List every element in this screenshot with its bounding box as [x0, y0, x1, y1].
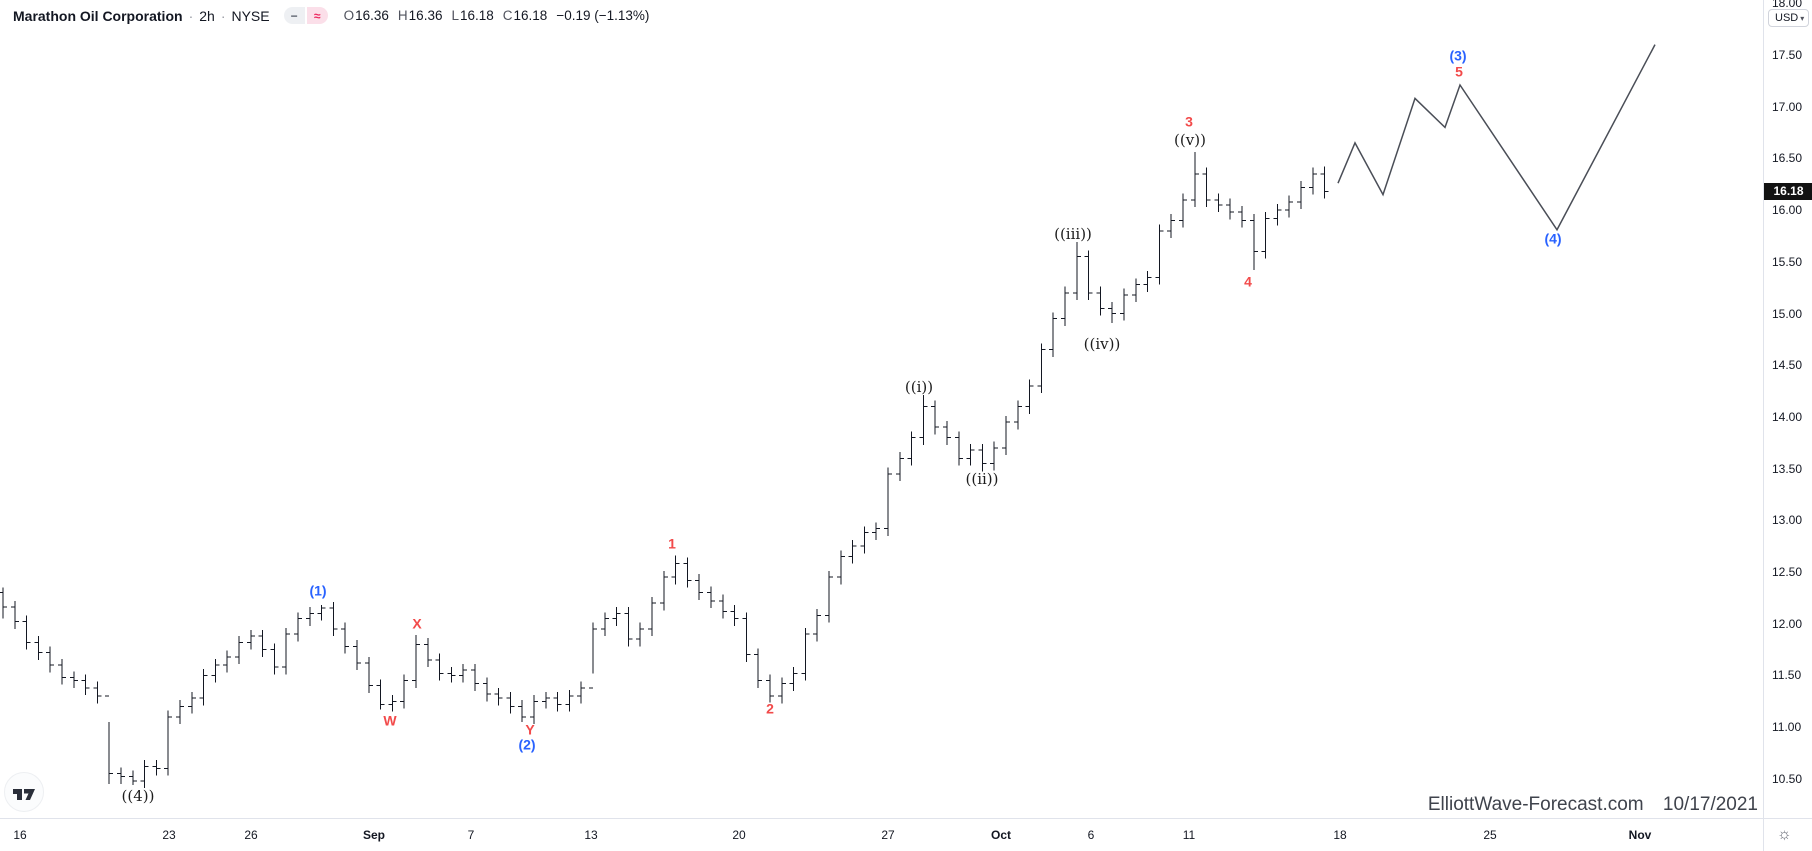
price-tick-label: 13.00 [1772, 513, 1803, 528]
chevron-down-icon: ▾ [1800, 13, 1805, 23]
elliott-wave-label[interactable]: 5 [1455, 64, 1463, 80]
elliott-wave-label[interactable]: Y [525, 722, 535, 738]
watermark-date: 10/17/2021 [1662, 794, 1758, 815]
time-tick-label: 16 [13, 828, 27, 842]
elliott-wave-label[interactable]: W [383, 713, 397, 729]
time-tick-label: 13 [584, 828, 598, 842]
price-tick-label: 16.00 [1772, 203, 1803, 218]
axis-corner-divider [1763, 819, 1764, 851]
price-tick-label: 11.50 [1772, 668, 1802, 683]
elliott-wave-label[interactable]: (3) [1449, 48, 1466, 64]
price-tick-label: 10.50 [1772, 771, 1803, 786]
low-value: 16.18 [459, 8, 494, 23]
close-value: 16.18 [513, 8, 548, 23]
last-price-tag: 16.18 [1764, 182, 1812, 200]
ohlc-readout: O 16.36 H 16.36 L 16.18 C 16.18 −0.19 (−1.13… [344, 8, 650, 23]
elliott-wave-label[interactable]: ((iv)) [1084, 335, 1121, 353]
price-tick-label: 11.00 [1772, 720, 1802, 735]
watermark-site: ElliottWave-Forecast.com [1427, 794, 1644, 815]
price-tick-label: 16.50 [1772, 151, 1803, 166]
time-tick-label: 11 [1182, 828, 1196, 842]
chart-pane[interactable]: ((4)) (1) W X Y (2) 1 2 ((i)) ((ii)) ((iii)) ((iv))… [0, 0, 1763, 818]
elliott-wave-label[interactable]: 3 [1185, 114, 1193, 130]
symbol-title[interactable]: Marathon Oil Corporation [13, 7, 183, 24]
price-tick-label: 13.50 [1772, 461, 1803, 476]
time-tick-label: Oct [990, 828, 1012, 842]
time-tick-label: 26 [244, 828, 258, 842]
time-tick-label: 6 [1087, 828, 1095, 842]
elliott-wave-label[interactable]: (2) [518, 737, 535, 753]
delayed-data-icon: ≈ [306, 7, 328, 24]
elliott-wave-label[interactable]: 2 [766, 701, 774, 717]
separator-dot: · [188, 7, 194, 24]
price-tick-label: 15.50 [1772, 254, 1803, 269]
elliott-wave-label[interactable]: ((v)) [1174, 131, 1206, 149]
time-axis[interactable]: ☼ 16 23 26 Sep 7 13 20 27 Oct 6 11 18 25 Nov [0, 818, 1812, 851]
price-bars-series [0, 152, 1329, 789]
elliott-wave-label[interactable]: 1 [668, 536, 676, 552]
time-tick-label: Nov [1628, 828, 1652, 842]
time-tick-label: Sep [362, 828, 386, 842]
time-tick-label: 7 [467, 828, 475, 842]
elliott-wave-label[interactable]: 4 [1244, 274, 1252, 290]
time-tick-label: 18 [1333, 828, 1347, 842]
price-tick-label: 12.50 [1772, 565, 1803, 579]
elliott-wave-label[interactable]: ((i)) [905, 378, 933, 396]
low-label: L [451, 8, 459, 23]
elliott-wave-label[interactable]: (4) [1544, 231, 1561, 247]
chart-header: Marathon Oil Corporation · 2h · NYSE − ≈… [13, 7, 649, 24]
price-tick-label: 14.50 [1772, 358, 1803, 373]
price-tick-label: 18.00 [1772, 0, 1803, 11]
data-mode-badge[interactable]: − ≈ [283, 7, 328, 24]
elliott-wave-projection-line[interactable] [1337, 44, 1656, 232]
open-value: 16.36 [355, 8, 389, 23]
high-value: 16.36 [408, 8, 443, 23]
market-closed-icon: − [283, 7, 305, 24]
currency-label: USD [1775, 12, 1799, 24]
elliott-wave-label[interactable]: (1) [309, 583, 326, 599]
price-tick-label: 14.00 [1772, 409, 1803, 424]
interval-label[interactable]: 2h [199, 7, 215, 24]
chart-canvas[interactable]: ((4)) (1) W X Y(2) 1 2 ((i)) ((ii)) ((iii)) ((iv))… [0, 0, 1763, 818]
change-value: −0.19 (−1.13%) [556, 8, 650, 23]
high-label: H [397, 8, 408, 23]
open-label: O [343, 8, 355, 23]
exchange-label[interactable]: NYSE [231, 7, 270, 24]
price-tick-label: 15.00 [1772, 306, 1803, 321]
close-label: C [502, 8, 513, 23]
price-tick-label: 17.50 [1772, 48, 1803, 62]
time-axis-settings-gear-icon[interactable]: ☼ [1777, 826, 1792, 843]
price-axis[interactable]: USD ▾ 16.18 18.00 17.50 17.00 16.50 16.00 15.… [1763, 0, 1812, 818]
elliott-wave-label[interactable]: ((ii)) [965, 470, 998, 488]
elliott-wave-label[interactable]: ((4)) [122, 787, 155, 805]
time-tick-label: 20 [732, 828, 746, 842]
watermark: ElliottWave-Forecast.com 10/17/2021 [1428, 794, 1758, 816]
tradingview-logo-icon [13, 789, 35, 800]
time-tick-label: 25 [1483, 828, 1497, 842]
elliott-wave-label[interactable]: X [412, 616, 422, 632]
price-tick-label: 12.00 [1772, 616, 1803, 631]
time-tick-label: 27 [881, 828, 895, 842]
separator-dot: · [220, 7, 226, 24]
time-tick-label: 23 [162, 828, 176, 842]
tradingview-logo[interactable] [4, 772, 44, 812]
currency-button[interactable]: USD ▾ [1768, 9, 1810, 27]
elliott-wave-label[interactable]: ((iii)) [1054, 225, 1092, 243]
price-tick-label: 17.00 [1772, 99, 1803, 114]
